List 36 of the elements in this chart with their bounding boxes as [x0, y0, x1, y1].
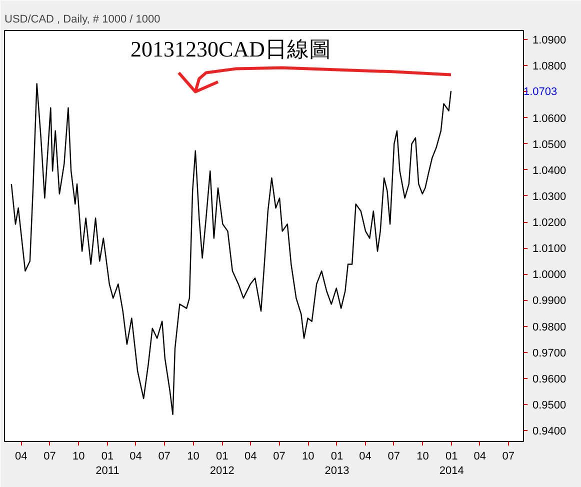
y-tick-label: 1.0100: [532, 243, 566, 256]
y-tick-label: 0.9400: [532, 426, 566, 438]
x-tick-label: 07: [44, 450, 56, 462]
y-tick-label: 0.9500: [532, 399, 566, 412]
x-tick-label: 10: [302, 450, 314, 462]
y-tick-label: 1.0500: [532, 138, 566, 151]
x-tick-label: 01 2011: [96, 450, 120, 477]
y-tick-label: 0.9800: [532, 321, 566, 334]
y-tick-label: 1.0900: [532, 34, 566, 47]
x-tick-label: 04: [474, 450, 486, 462]
x-tick-label: 04: [244, 450, 257, 462]
x-tick-label: 07: [273, 450, 286, 462]
y-tick-label: 1.0300: [532, 190, 566, 203]
y-tick-label: 1.0200: [532, 217, 566, 230]
x-tick-label: 07: [158, 450, 170, 462]
x-tick-label: 10: [416, 450, 429, 462]
x-tick-label: 07: [502, 450, 515, 462]
y-tick-label: 1.0400: [532, 164, 566, 177]
x-tick-label: 10: [72, 450, 85, 462]
x-tick-label: 10: [187, 450, 200, 462]
y-tick-label: 1.0000: [532, 269, 566, 282]
y-tick-label: 0.9600: [532, 373, 566, 386]
y-tick-label: 1.0800: [532, 60, 566, 73]
annotation: 20131230CAD日線圖: [130, 36, 331, 62]
chart-title: USD/CAD , Daily, # 1000 / 1000: [4, 14, 160, 26]
x-tick-label: 04: [15, 450, 28, 462]
x-tick-label: 04: [130, 450, 142, 462]
y-tick-label: 0.9700: [532, 347, 566, 360]
x-tick-label: 01 2012: [210, 450, 234, 477]
x-tick-label: 01 2014: [439, 450, 464, 477]
x-tick-label: 04: [359, 450, 372, 462]
y-tick-label: 1.0600: [532, 112, 566, 125]
x-tick-label: 01 2013: [324, 450, 350, 477]
text: 1.0703: [524, 86, 558, 98]
y-tick-label: 0.9900: [532, 295, 566, 308]
x-tick-label: 07: [388, 450, 400, 462]
